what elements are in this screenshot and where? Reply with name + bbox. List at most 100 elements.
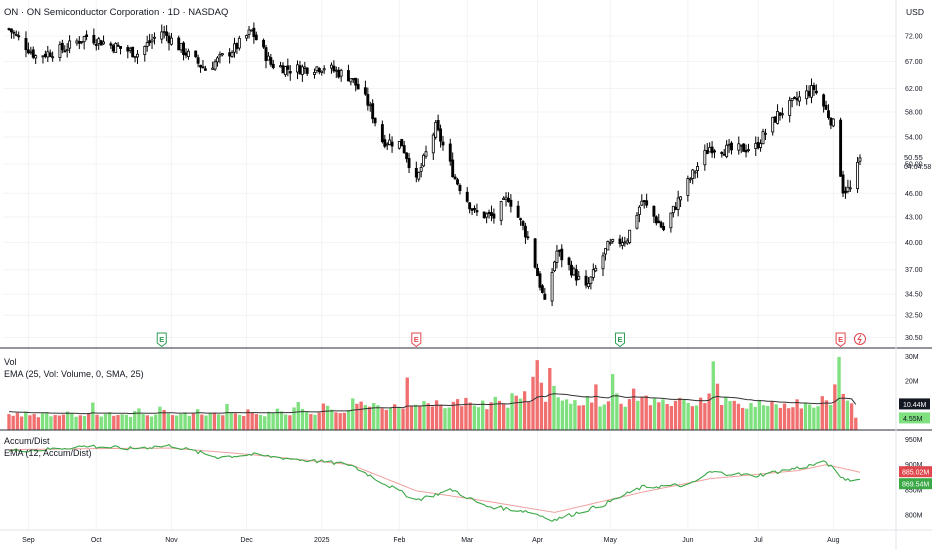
candle-down bbox=[380, 124, 384, 143]
volume-bar bbox=[510, 393, 514, 430]
earnings-label: E bbox=[838, 335, 843, 344]
candle-up bbox=[504, 196, 508, 200]
candle-up bbox=[790, 97, 794, 101]
grid-lines bbox=[3, 0, 896, 530]
volume-bar bbox=[317, 412, 321, 430]
candle-down bbox=[194, 50, 198, 58]
candle-up bbox=[179, 43, 183, 51]
volume-bar bbox=[824, 400, 829, 430]
candle-down bbox=[814, 90, 818, 94]
currency-label[interactable]: USD bbox=[906, 7, 924, 17]
price-tick-label: 50.00 bbox=[905, 162, 923, 169]
volume-bar bbox=[95, 414, 99, 430]
volume-bar bbox=[187, 415, 191, 430]
volume-bar bbox=[548, 367, 552, 430]
candle-down bbox=[507, 197, 510, 203]
candle-down bbox=[482, 211, 486, 219]
volume-bar bbox=[501, 404, 506, 430]
volume-bar bbox=[699, 397, 703, 430]
candle-up bbox=[349, 78, 353, 83]
earnings-label: E bbox=[617, 335, 622, 344]
volume-bar bbox=[254, 414, 259, 430]
candle-up bbox=[65, 49, 69, 52]
candle-down bbox=[235, 43, 239, 49]
candle-down bbox=[252, 27, 256, 37]
time-tick-label: Apr bbox=[532, 537, 544, 544]
volume-bar bbox=[753, 406, 757, 430]
accum-dist-ema-tag bbox=[899, 466, 932, 478]
volume-bar bbox=[757, 399, 762, 430]
candle-up bbox=[805, 90, 809, 100]
earnings-marker[interactable]: E bbox=[411, 332, 422, 348]
volume-bar bbox=[279, 411, 284, 430]
volume-bar bbox=[321, 403, 326, 430]
candle-up bbox=[46, 51, 50, 58]
volume-bar bbox=[242, 416, 246, 430]
candle-up bbox=[245, 35, 249, 39]
candle-up bbox=[747, 149, 750, 152]
candle-down bbox=[657, 220, 661, 224]
volume-bar bbox=[401, 408, 405, 430]
volume-bar bbox=[372, 403, 376, 430]
candle-down bbox=[337, 69, 341, 78]
candle-down bbox=[645, 200, 649, 206]
volume-bar bbox=[103, 413, 108, 430]
volume-bar bbox=[703, 403, 707, 430]
candle-down bbox=[812, 85, 816, 91]
candle-down bbox=[116, 44, 120, 47]
candle-up bbox=[279, 65, 282, 68]
volume-bar bbox=[602, 404, 606, 430]
volume-bar bbox=[392, 404, 397, 430]
volume-bars[interactable] bbox=[7, 356, 858, 430]
candle-up bbox=[422, 154, 426, 167]
volume-bar bbox=[397, 406, 401, 430]
volume-bar bbox=[363, 404, 368, 430]
candle-up bbox=[759, 143, 763, 148]
earnings-badge bbox=[614, 332, 625, 348]
volume-bar bbox=[644, 395, 648, 430]
time-tick-label: Nov bbox=[165, 537, 178, 544]
candle-up bbox=[351, 78, 355, 80]
candle-down bbox=[521, 221, 525, 226]
accum-dist-lines[interactable] bbox=[8, 443, 861, 522]
candle-up bbox=[322, 68, 326, 71]
dividend-marker[interactable] bbox=[854, 333, 866, 345]
volume-bar bbox=[49, 416, 53, 430]
volume-bar bbox=[426, 403, 430, 430]
time-tick-label: Mar bbox=[461, 537, 474, 544]
candle-up bbox=[434, 122, 438, 138]
candle-down bbox=[131, 46, 135, 58]
volume-bar bbox=[246, 409, 250, 430]
price-candles[interactable] bbox=[7, 22, 862, 307]
volume-bar bbox=[40, 413, 45, 430]
volume-bar bbox=[367, 406, 372, 430]
volume-bar bbox=[359, 401, 363, 430]
earnings-marker[interactable]: E bbox=[835, 332, 846, 348]
volume-bar bbox=[531, 376, 535, 430]
candle-up bbox=[856, 161, 860, 189]
volume-bar bbox=[263, 416, 267, 430]
time-tick-label: Jun bbox=[682, 537, 693, 544]
volume-bar bbox=[145, 415, 150, 430]
volume-bar bbox=[149, 416, 154, 430]
volume-bar bbox=[258, 415, 263, 430]
candle-down bbox=[470, 208, 474, 211]
volume-bar bbox=[107, 412, 112, 430]
candle-up bbox=[776, 111, 780, 124]
candle-up bbox=[603, 248, 607, 255]
volume-bar bbox=[585, 396, 590, 430]
volume-bar bbox=[770, 401, 774, 430]
earnings-marker[interactable]: E bbox=[156, 332, 167, 348]
earnings-badge bbox=[411, 332, 422, 348]
volume-bar bbox=[732, 400, 736, 430]
candle-up bbox=[679, 196, 683, 201]
volume-bar bbox=[623, 406, 627, 430]
earnings-marker[interactable]: E bbox=[614, 332, 625, 348]
candle-down bbox=[109, 43, 113, 46]
candle-up bbox=[703, 150, 707, 166]
candle-down bbox=[43, 53, 47, 57]
volume-bar bbox=[736, 403, 741, 430]
candle-down bbox=[730, 142, 733, 151]
